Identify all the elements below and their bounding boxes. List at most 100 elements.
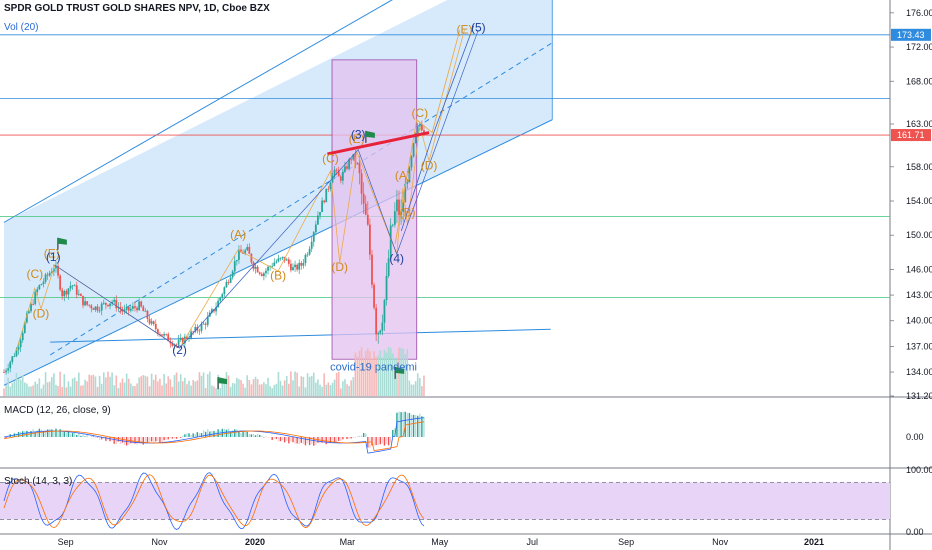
- volume-bar: [369, 351, 371, 396]
- candle-body: [265, 270, 267, 274]
- volume-bar: [412, 384, 415, 396]
- macd-histogram: [3, 411, 425, 449]
- candle-body: [341, 171, 344, 181]
- candle-body: [129, 308, 132, 311]
- candle-body: [271, 265, 274, 267]
- candle-body: [150, 321, 153, 324]
- macd-bar: [333, 437, 336, 443]
- volume-bar: [275, 383, 278, 396]
- candle-body: [406, 182, 409, 184]
- candle-body: [50, 271, 53, 273]
- macd-bar: [155, 437, 157, 442]
- volume-bar: [34, 381, 36, 396]
- volume-bar: [362, 357, 365, 396]
- candle-body: [183, 336, 186, 344]
- macd-bar: [196, 432, 199, 437]
- macd-bar: [132, 437, 134, 444]
- macd-bar: [144, 437, 147, 443]
- price-tag-label: 173.43: [897, 30, 925, 40]
- candle-body: [19, 340, 22, 348]
- volume-bar: [169, 379, 172, 396]
- macd-bar: [204, 431, 207, 437]
- macd-bar: [117, 437, 120, 442]
- macd-bar: [148, 437, 151, 442]
- candle-body: [171, 343, 174, 346]
- macd-bar: [400, 412, 402, 437]
- volume-bar: [306, 373, 309, 396]
- covid-annotation: covid-19 pandemi: [330, 361, 417, 373]
- stoch-tick-label: 0.00: [906, 527, 924, 537]
- macd-bar: [34, 432, 36, 437]
- macd-bar: [78, 432, 80, 437]
- macd-bar: [152, 437, 155, 444]
- candle-body: [331, 175, 334, 183]
- macd-bar: [385, 437, 388, 445]
- macd-bar: [207, 429, 209, 437]
- candle-body: [352, 154, 355, 160]
- macd-bar: [15, 433, 18, 437]
- macd-bar: [298, 437, 300, 445]
- macd-bar: [51, 429, 53, 437]
- volume-bar: [9, 386, 12, 396]
- candle-body: [364, 203, 367, 215]
- wave-label: (C): [322, 152, 339, 166]
- volume-bar: [304, 387, 307, 396]
- volume-bar: [134, 386, 136, 396]
- macd-bar: [26, 430, 28, 437]
- macd-bar: [194, 433, 196, 437]
- candle-body: [192, 331, 195, 333]
- volume-bar: [339, 388, 342, 396]
- candle-body: [204, 323, 207, 325]
- macd-bar: [292, 437, 294, 443]
- candle-body: [246, 246, 249, 251]
- wave-label: (B): [270, 269, 286, 283]
- candle-body: [369, 224, 371, 255]
- macd-bar: [404, 411, 406, 437]
- time-tick-label: Jul: [526, 537, 538, 547]
- candle-body: [379, 330, 382, 333]
- macd-bar: [398, 411, 400, 437]
- volume-bar: [80, 385, 82, 396]
- volume-bar: [15, 372, 18, 396]
- candle-body: [211, 309, 213, 313]
- candle-body: [75, 285, 78, 295]
- projection-line-blue: [400, 25, 475, 232]
- candle-body: [28, 311, 30, 314]
- candle-body: [84, 301, 86, 306]
- price-tick-label: 163.00: [906, 119, 932, 129]
- candle-body: [113, 299, 116, 302]
- volume-bar: [96, 386, 99, 396]
- macd-bar: [350, 437, 352, 439]
- candle-body: [165, 334, 168, 335]
- volume-bar: [371, 358, 373, 396]
- candle-body: [21, 332, 24, 341]
- candle-body: [34, 292, 37, 305]
- candle-body: [233, 261, 236, 272]
- macd-bar: [76, 434, 78, 437]
- candle-body: [418, 124, 421, 127]
- macd-bar: [254, 435, 257, 437]
- volume-bar: [90, 375, 93, 396]
- macd-bar: [281, 437, 284, 441]
- volume-bar: [381, 357, 384, 396]
- candle-body: [181, 337, 184, 344]
- volume-bar: [200, 375, 203, 396]
- volume-bar: [360, 347, 363, 396]
- volume-bar: [288, 383, 290, 396]
- volume-bar: [387, 346, 390, 396]
- candle-body: [125, 307, 128, 310]
- macd-bar: [53, 430, 55, 437]
- volume-bar: [373, 351, 375, 396]
- macd-bar: [414, 414, 417, 437]
- volume-bar: [333, 379, 336, 396]
- volume-bar: [144, 375, 147, 396]
- macd-bar: [28, 432, 30, 437]
- candle-body: [223, 287, 226, 295]
- macd-bar: [352, 437, 354, 438]
- candle-body: [7, 368, 10, 371]
- volume-bar: [132, 385, 134, 396]
- macd-bar: [11, 434, 14, 437]
- macd-bar: [192, 433, 194, 437]
- volume-bar: [423, 375, 425, 396]
